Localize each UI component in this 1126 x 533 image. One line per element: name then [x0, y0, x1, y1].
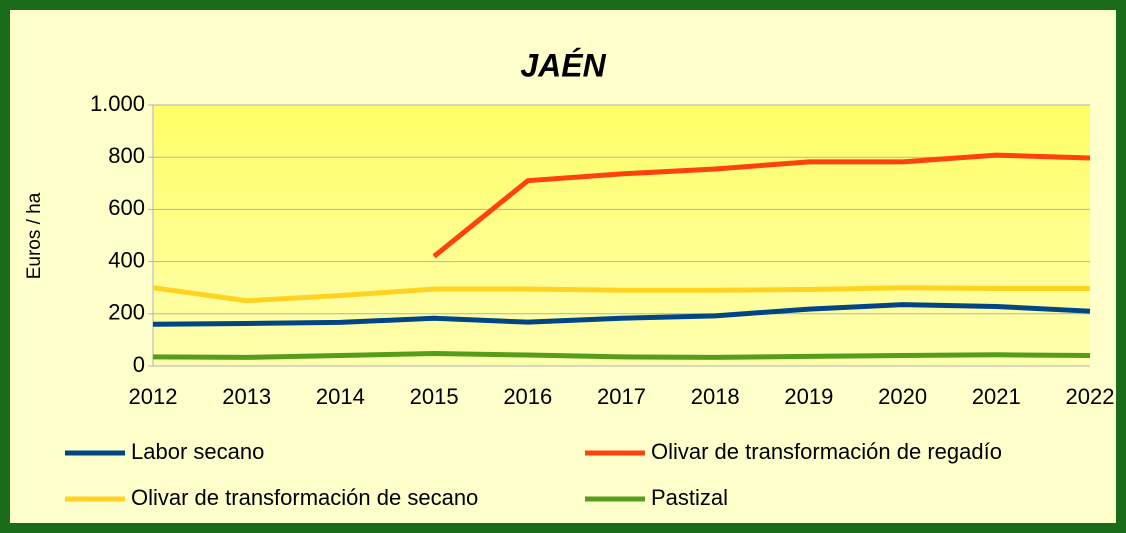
x-tick-label: 2016 [503, 384, 552, 409]
y-tick-label: 800 [108, 143, 145, 168]
series-line [152, 302, 1091, 327]
legend-label: Olivar de transformación de secano [131, 485, 478, 510]
y-tick-label: 400 [108, 247, 145, 272]
legend-label: Pastizal [651, 485, 728, 510]
y-tick-label: 200 [108, 300, 145, 325]
x-tick-label: 2020 [878, 384, 927, 409]
y-tick-label: 1.000 [90, 91, 145, 116]
series-line [432, 152, 1091, 259]
x-tick-label: 2012 [129, 384, 178, 409]
series-line [152, 350, 1091, 360]
y-axis-label: Euros / ha [24, 192, 45, 279]
chart-title: JAÉN [520, 47, 606, 83]
x-tick-label: 2022 [1066, 384, 1115, 409]
x-tick-label: 2019 [784, 384, 833, 409]
x-tick-label: 2017 [597, 384, 646, 409]
plot-area [153, 105, 1090, 366]
legend-label: Olivar de transformación de regadío [651, 439, 1002, 464]
x-tick-label: 2018 [691, 384, 740, 409]
legend-label: Labor secano [131, 439, 264, 464]
y-tick-label: 0 [133, 352, 145, 377]
x-tick-label: 2013 [222, 384, 271, 409]
y-tick-label: 600 [108, 195, 145, 220]
series-line [152, 285, 1090, 304]
x-tick-label: 2021 [972, 384, 1021, 409]
x-tick-label: 2015 [410, 384, 459, 409]
x-tick-label: 2014 [316, 384, 365, 409]
